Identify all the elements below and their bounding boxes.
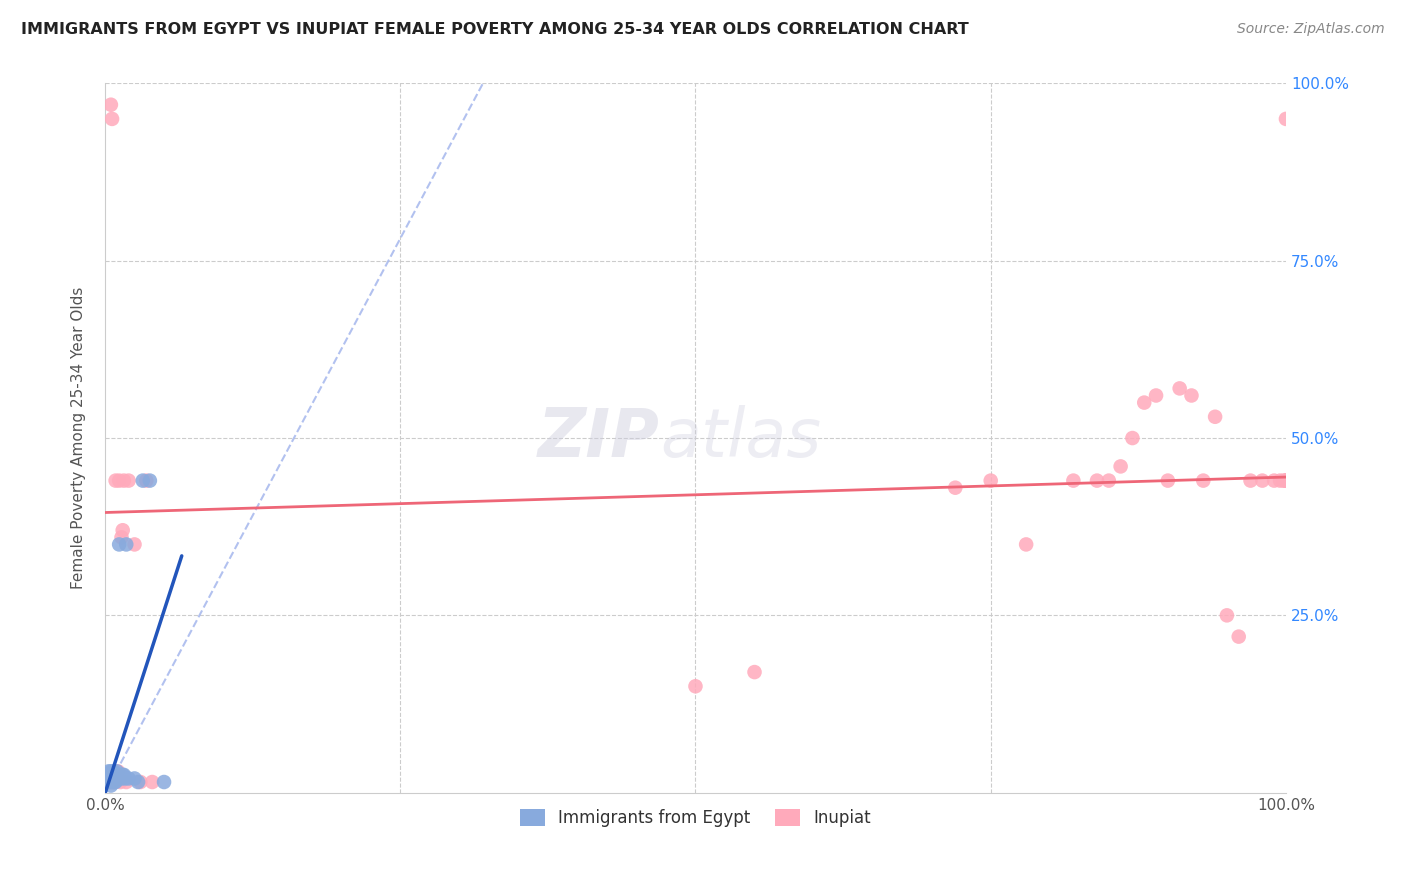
- Point: [1204, 409, 1226, 424]
- Point: [1180, 388, 1202, 402]
- Point: [1015, 537, 1038, 551]
- Point: [117, 772, 139, 786]
- Point: [685, 679, 707, 693]
- Point: [943, 481, 966, 495]
- Point: [1144, 388, 1167, 402]
- Point: [1062, 474, 1084, 488]
- Point: [117, 474, 139, 488]
- Point: [97, 772, 120, 786]
- Point: [115, 537, 138, 551]
- Point: [1268, 474, 1291, 488]
- Point: [98, 775, 121, 789]
- Point: [100, 779, 122, 793]
- Point: [103, 775, 125, 789]
- Point: [110, 775, 132, 789]
- Point: [129, 775, 152, 789]
- Point: [103, 775, 125, 789]
- Point: [114, 772, 136, 786]
- Point: [1275, 474, 1298, 488]
- Point: [100, 97, 122, 112]
- Point: [100, 764, 122, 779]
- Point: [110, 772, 132, 786]
- Point: [1192, 474, 1215, 488]
- Point: [108, 474, 131, 488]
- Point: [1121, 431, 1143, 445]
- Point: [111, 768, 134, 782]
- Point: [103, 772, 125, 786]
- Point: [108, 537, 131, 551]
- Point: [110, 768, 132, 782]
- Point: [153, 775, 176, 789]
- Point: [110, 530, 132, 544]
- Point: [101, 768, 124, 782]
- Point: [98, 775, 121, 789]
- Point: [1239, 474, 1261, 488]
- Point: [124, 537, 146, 551]
- Point: [104, 775, 127, 789]
- Point: [103, 764, 125, 779]
- Point: [111, 523, 134, 537]
- Point: [744, 665, 766, 679]
- Point: [103, 772, 125, 786]
- Point: [101, 775, 124, 789]
- Point: [1098, 474, 1121, 488]
- Point: [127, 775, 149, 789]
- Point: [1251, 474, 1274, 488]
- Point: [141, 775, 163, 789]
- Point: [1168, 381, 1191, 395]
- Point: [105, 764, 128, 779]
- Point: [100, 772, 122, 786]
- Point: [1275, 474, 1298, 488]
- Point: [139, 474, 162, 488]
- Point: [1272, 474, 1295, 488]
- Point: [124, 772, 146, 786]
- Point: [1109, 459, 1132, 474]
- Y-axis label: Female Poverty Among 25-34 Year Olds: Female Poverty Among 25-34 Year Olds: [72, 287, 86, 590]
- Point: [1157, 474, 1180, 488]
- Point: [980, 474, 1002, 488]
- Point: [101, 112, 124, 126]
- Point: [1133, 395, 1156, 409]
- Point: [1085, 474, 1108, 488]
- Point: [132, 474, 155, 488]
- Point: [107, 772, 129, 786]
- Point: [112, 474, 135, 488]
- Text: IMMIGRANTS FROM EGYPT VS INUPIAT FEMALE POVERTY AMONG 25-34 YEAR OLDS CORRELATIO: IMMIGRANTS FROM EGYPT VS INUPIAT FEMALE …: [21, 22, 969, 37]
- Point: [115, 775, 138, 789]
- Point: [100, 775, 122, 789]
- Point: [1275, 474, 1298, 488]
- Point: [97, 772, 120, 786]
- Point: [1227, 630, 1250, 644]
- Point: [104, 768, 127, 782]
- Point: [104, 474, 127, 488]
- Point: [105, 768, 128, 782]
- Point: [98, 768, 121, 782]
- Legend: Immigrants from Egypt, Inupiat: Immigrants from Egypt, Inupiat: [513, 803, 877, 834]
- Point: [105, 772, 128, 786]
- Point: [105, 768, 128, 782]
- Point: [1263, 474, 1285, 488]
- Point: [135, 474, 157, 488]
- Point: [1216, 608, 1239, 623]
- Point: [107, 764, 129, 779]
- Point: [1275, 474, 1298, 488]
- Text: Source: ZipAtlas.com: Source: ZipAtlas.com: [1237, 22, 1385, 37]
- Point: [97, 764, 120, 779]
- Point: [101, 772, 124, 786]
- Text: ZIP: ZIP: [538, 405, 659, 471]
- Point: [103, 772, 125, 786]
- Point: [1275, 112, 1298, 126]
- Text: atlas: atlas: [659, 405, 821, 471]
- Point: [112, 768, 135, 782]
